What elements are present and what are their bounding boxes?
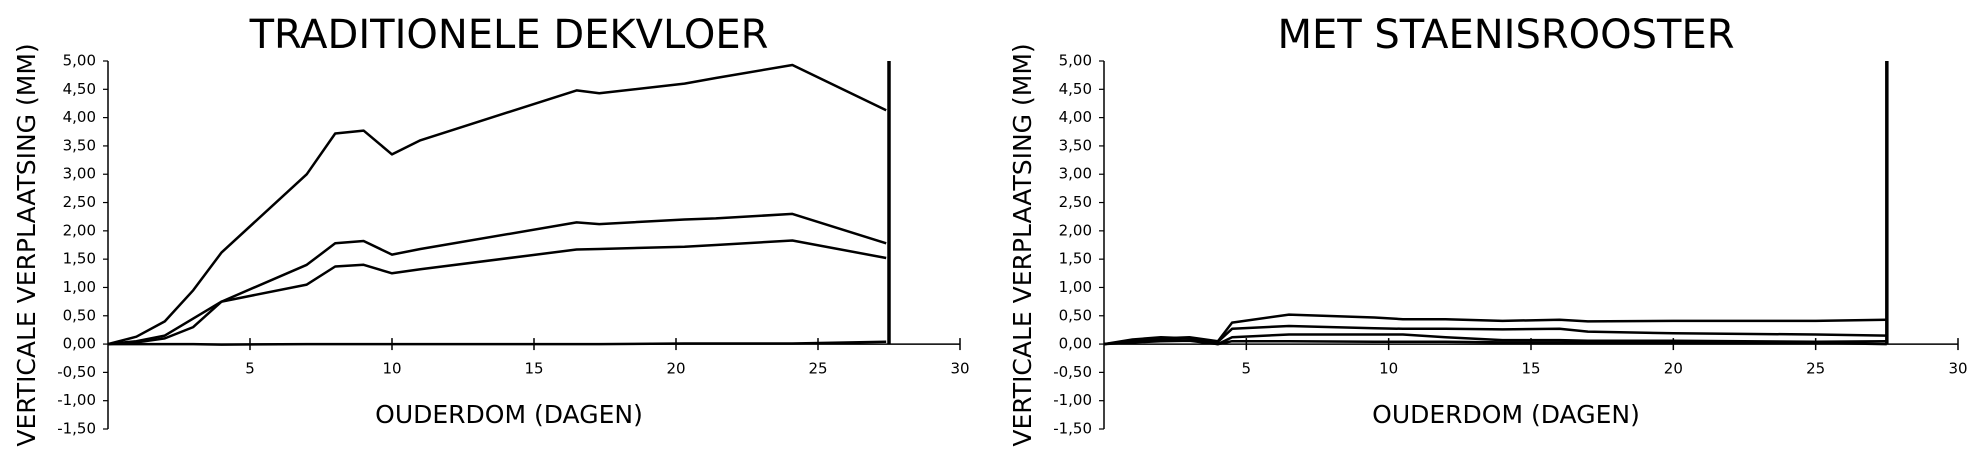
y-tick-label: 1,50 [63, 250, 96, 268]
y-tick-label: 4,00 [1059, 108, 1092, 126]
y-tick-label: -1,50 [57, 420, 96, 438]
y-tick-label: -0,50 [1053, 363, 1092, 381]
x-tick-label: 25 [1806, 360, 1825, 378]
y-axis-label: VERTICALE VERPLAATSING (MM) [1008, 43, 1037, 446]
x-tick-label: 10 [1379, 360, 1398, 378]
y-tick-label: 3,00 [1059, 165, 1092, 183]
y-tick-label: 0,00 [63, 335, 96, 353]
x-tick-label: 30 [1948, 360, 1967, 378]
y-tick-label: 5,00 [63, 52, 96, 70]
y-tick-label: 1,00 [63, 278, 96, 296]
x-tick-label: 5 [1242, 360, 1252, 378]
y-tick-label: 0,00 [1059, 335, 1092, 353]
data-line [107, 212, 887, 346]
y-tick-label: -1,50 [1053, 420, 1092, 438]
data-line [107, 239, 887, 346]
y-tick-label: 0,50 [1059, 306, 1092, 324]
y-tick-label: 2,50 [1059, 193, 1092, 211]
y-tick-label: 2,00 [63, 221, 96, 239]
data-line [1103, 339, 1887, 346]
y-tick-label: 4,50 [63, 80, 96, 98]
data-line [107, 63, 887, 346]
y-tick-label: -1,00 [57, 391, 96, 409]
data-line [1103, 333, 1887, 346]
x-axis-label: OUDERDOM (DAGEN) [1372, 400, 1640, 429]
chart-title: MET STAENISROOSTER [1277, 12, 1734, 58]
x-tick-label: 10 [382, 360, 401, 378]
y-tick-label: 3,50 [1059, 136, 1092, 154]
y-axis-label: VERTICALE VERPLAATSING (MM) [12, 43, 41, 446]
y-tick-label: -0,50 [57, 363, 96, 381]
data-line [108, 340, 887, 346]
x-tick-label: 15 [1521, 360, 1540, 378]
x-tick-label: 5 [245, 360, 255, 378]
y-tick-label: -1,00 [1053, 391, 1092, 409]
y-tick-label: 2,50 [63, 193, 96, 211]
x-tick-label: 15 [524, 360, 543, 378]
x-tick-label: 25 [808, 360, 827, 378]
y-tick-label: 2,00 [1059, 221, 1092, 239]
y-tick-label: 3,50 [63, 136, 96, 154]
x-tick-label: 20 [666, 360, 685, 378]
y-tick-label: 3,00 [63, 165, 96, 183]
y-tick-label: 4,50 [1059, 80, 1092, 98]
x-tick-label: 30 [950, 360, 969, 378]
y-tick-label: 4,00 [63, 108, 96, 126]
x-axis-label: OUDERDOM (DAGEN) [375, 400, 643, 429]
y-tick-label: 1,00 [1059, 278, 1092, 296]
chart-title: TRADITIONELE DEKVLOER [249, 12, 769, 58]
x-tick-label: 20 [1664, 360, 1683, 378]
y-tick-label: 1,50 [1059, 250, 1092, 268]
y-tick-label: 0,50 [63, 306, 96, 324]
y-tick-label: 5,00 [1059, 52, 1092, 70]
